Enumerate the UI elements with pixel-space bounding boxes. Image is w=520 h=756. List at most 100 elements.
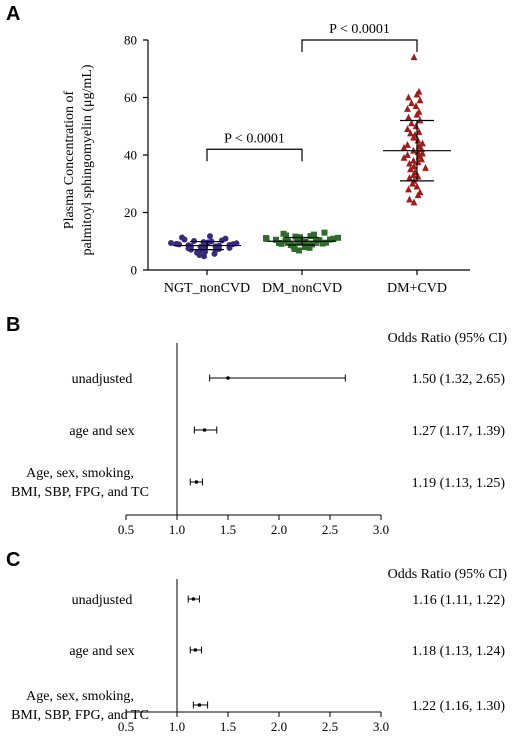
panel-a: A Plasma Concentration of palmitoyl sphi… bbox=[6, 3, 470, 296]
data-point bbox=[410, 198, 418, 206]
panel-letter-b: B bbox=[6, 314, 20, 336]
row-label: unadjusted bbox=[72, 372, 133, 387]
column-header: Odds Ratio (95% CI) bbox=[388, 567, 508, 582]
data-point bbox=[323, 239, 329, 246]
data-point bbox=[276, 239, 282, 246]
x-tick-label: 2.5 bbox=[322, 719, 338, 734]
odds-ratio-text: 1.50 (1.32, 2.65) bbox=[412, 372, 506, 387]
data-point bbox=[307, 233, 314, 240]
significance-bracket bbox=[301, 39, 418, 52]
panel-letter-c: C bbox=[6, 549, 20, 571]
p-value-label: P < 0.0001 bbox=[329, 22, 390, 37]
y-tick-label: 20 bbox=[124, 205, 137, 220]
data-point bbox=[407, 129, 414, 137]
data-point bbox=[404, 151, 411, 158]
data-point bbox=[316, 237, 323, 244]
odds-ratio-text: 1.18 (1.13, 1.24) bbox=[412, 644, 506, 659]
x-tick-label: 2.5 bbox=[322, 522, 338, 537]
data-point bbox=[413, 182, 421, 190]
column-header: Odds Ratio (95% CI) bbox=[388, 331, 508, 346]
data-point bbox=[404, 105, 411, 112]
data-point bbox=[207, 233, 213, 240]
row-label: age and sex bbox=[69, 644, 134, 659]
y-axis-label-line2: palmitoyl sphingomyelin (μg/mL) bbox=[80, 64, 95, 255]
panel-letter-a: A bbox=[6, 3, 20, 25]
data-point bbox=[408, 119, 415, 127]
data-point bbox=[416, 96, 424, 104]
row-label-line1: Age, sex, smoking, bbox=[26, 466, 134, 481]
data-point bbox=[416, 188, 424, 196]
x-tick-label: 1.0 bbox=[169, 719, 185, 734]
y-axis-label-line1: Plasma Concentration of bbox=[62, 90, 77, 229]
data-point bbox=[400, 153, 408, 161]
data-point bbox=[302, 244, 308, 250]
data-point bbox=[408, 99, 415, 107]
data-point bbox=[407, 165, 414, 173]
x-tick-label: 2.0 bbox=[271, 719, 287, 734]
data-point bbox=[168, 239, 174, 246]
point-estimate bbox=[226, 376, 230, 380]
data-point bbox=[404, 141, 411, 148]
mean-sd-bars bbox=[173, 119, 451, 251]
data-point bbox=[292, 233, 299, 240]
row-label-line1: Age, sex, smoking, bbox=[26, 689, 134, 704]
point-estimate bbox=[197, 703, 202, 707]
data-point bbox=[263, 235, 269, 242]
data-point bbox=[422, 164, 429, 171]
data-point bbox=[233, 240, 240, 247]
x-tick-label: DM+CVD bbox=[387, 281, 447, 296]
data-point bbox=[296, 247, 302, 254]
y-tick-label: 60 bbox=[124, 90, 137, 105]
data-point bbox=[179, 234, 185, 241]
data-point bbox=[222, 235, 229, 242]
x-ticks: NGT_nonCVD DM_nonCVD DM+CVD bbox=[164, 270, 447, 296]
data-point bbox=[412, 102, 420, 110]
data-point bbox=[319, 240, 326, 247]
data-point bbox=[410, 162, 418, 170]
data-point bbox=[406, 159, 413, 167]
data-point bbox=[273, 236, 279, 243]
data-point bbox=[280, 230, 287, 237]
data-point bbox=[405, 185, 412, 193]
x-tick-label: 1.5 bbox=[220, 522, 236, 537]
data-point bbox=[202, 248, 208, 255]
panel-c: C Odds Ratio (95% CI) 0.5 1.0 1.5 2.0 2.5 3.0 u… bbox=[6, 549, 507, 734]
odds-ratio-text: 1.16 (1.11, 1.22) bbox=[412, 593, 505, 608]
data-point bbox=[414, 136, 422, 144]
panel-b: B Odds Ratio (95% CI) 0.5 1.0 1.5 2.0 2.5 3.0 u… bbox=[6, 314, 507, 537]
data-point bbox=[335, 234, 341, 241]
data-point bbox=[405, 113, 412, 121]
y-ticks: 0 20 40 60 80 bbox=[124, 33, 148, 278]
data-point bbox=[412, 122, 420, 130]
row-label-line2: BMI, SBP, FPG, and TC bbox=[11, 485, 149, 500]
data-point bbox=[405, 93, 412, 101]
data-point bbox=[311, 231, 317, 238]
data-point bbox=[406, 174, 413, 181]
y-tick-label: 80 bbox=[124, 33, 137, 48]
p-value-label: P < 0.0001 bbox=[224, 131, 285, 146]
data-point bbox=[415, 87, 423, 95]
y-tick-label: 0 bbox=[131, 263, 138, 278]
row-label: age and sex bbox=[69, 424, 134, 439]
data-point bbox=[410, 156, 417, 164]
odds-ratio-text: 1.19 (1.13, 1.25) bbox=[412, 476, 506, 491]
y-tick-label: 40 bbox=[124, 148, 137, 163]
data-point bbox=[327, 236, 333, 243]
data-point bbox=[321, 229, 328, 236]
x-tick-label: 1.0 bbox=[169, 522, 185, 537]
row-label-line2: BMI, SBP, FPG, and TC bbox=[11, 708, 149, 723]
data-point bbox=[404, 125, 411, 133]
point-estimate bbox=[194, 480, 199, 484]
x-tick-label: 2.0 bbox=[271, 522, 287, 537]
x-tick-label: 0.5 bbox=[118, 719, 134, 734]
significance-bracket bbox=[206, 148, 303, 162]
x-tick-label: 1.5 bbox=[220, 719, 236, 734]
point-estimate bbox=[202, 428, 207, 432]
data-point bbox=[406, 195, 413, 203]
x-tick-label: 3.0 bbox=[373, 522, 389, 537]
data-point bbox=[419, 139, 426, 147]
odds-ratio-text: 1.27 (1.17, 1.39) bbox=[412, 424, 506, 439]
data-points bbox=[168, 53, 429, 260]
row-label: unadjusted bbox=[72, 593, 133, 608]
